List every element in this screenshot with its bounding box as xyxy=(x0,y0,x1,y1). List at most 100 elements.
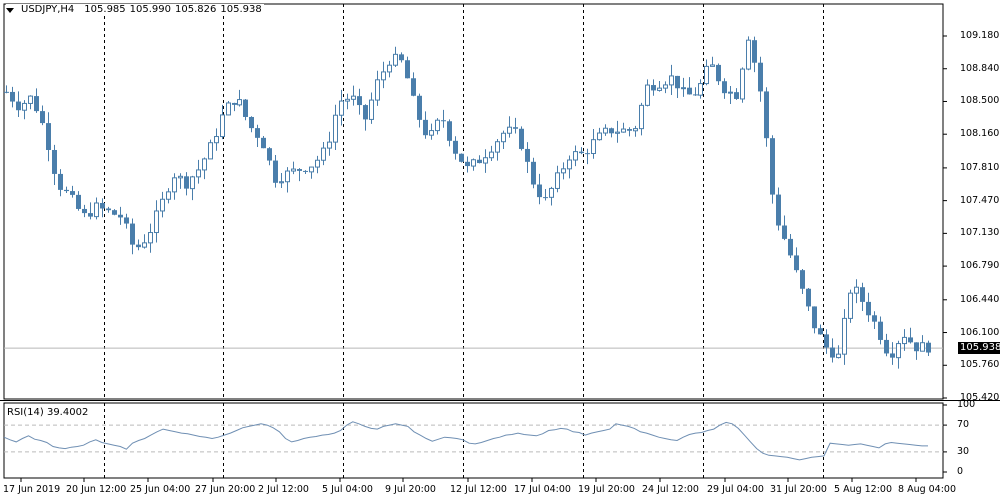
candle-bull xyxy=(920,342,925,352)
candle-bull xyxy=(28,95,33,104)
ohlc-open: 105.985 xyxy=(84,4,126,15)
candle-bull xyxy=(435,119,440,132)
price-tick-label: 108.500 xyxy=(960,95,1000,107)
price-tick-label: 106.440 xyxy=(960,293,1000,305)
candle-bear xyxy=(136,244,141,248)
candle-bull xyxy=(22,102,27,111)
candle-bear xyxy=(794,255,799,271)
candle-bear xyxy=(818,328,823,335)
candle-bull xyxy=(681,87,686,90)
candle-bull xyxy=(597,132,602,141)
candle-bear xyxy=(513,127,518,129)
candle-bear xyxy=(112,210,117,215)
candle-bull xyxy=(375,79,380,101)
candle-bear xyxy=(100,202,105,209)
candle-bull xyxy=(315,159,320,168)
candle-bull xyxy=(483,157,488,164)
candle-bull xyxy=(202,158,207,171)
candle-bear xyxy=(447,121,452,141)
candle-bear xyxy=(543,197,548,199)
candle-bear xyxy=(651,85,656,91)
candle-bull xyxy=(603,127,608,134)
candle-bear xyxy=(687,87,692,95)
candle-bull xyxy=(710,64,715,67)
candle-bear xyxy=(10,91,15,102)
candle-bull xyxy=(208,142,213,160)
price-tick-label: 105.760 xyxy=(960,359,1000,371)
collapse-triangle-icon[interactable] xyxy=(6,7,14,13)
candle-bear xyxy=(303,170,308,172)
candle-bull xyxy=(555,172,560,189)
candle-bear xyxy=(878,321,883,340)
candle-bull xyxy=(549,187,554,198)
candle-bear xyxy=(88,213,93,217)
time-tick-label: 19 Jul 20:00 xyxy=(578,484,635,495)
candle-bull xyxy=(848,292,853,319)
symbol-label: USDJPY,H4 xyxy=(21,4,75,15)
time-tick-label: 9 Jul 20:00 xyxy=(385,484,436,495)
candle-bear xyxy=(890,353,895,358)
candle-bull xyxy=(639,104,644,130)
candle-bear xyxy=(914,342,919,352)
candle-bear xyxy=(830,347,835,358)
candle-bear xyxy=(800,270,805,289)
ohlc-high: 105.990 xyxy=(129,4,172,15)
candle-bear xyxy=(693,94,698,96)
candle-bear xyxy=(758,62,763,92)
candle-bear xyxy=(423,119,428,136)
candle-bull xyxy=(489,151,494,159)
candle-bear xyxy=(405,60,410,79)
time-tick-label: 24 Jul 12:00 xyxy=(642,484,699,495)
candle-bear xyxy=(675,75,680,89)
candle-bull xyxy=(495,141,500,153)
candle-bear xyxy=(579,151,584,154)
time-tick-label: 2 Jul 12:00 xyxy=(258,484,309,495)
candle-bull xyxy=(501,132,506,143)
candle-bear xyxy=(249,116,254,129)
candle-bear xyxy=(118,214,123,218)
candle-bear xyxy=(357,96,362,106)
candle-bear xyxy=(363,105,368,120)
candle-bear xyxy=(399,54,404,61)
candle-bull xyxy=(621,128,626,133)
candle-bear xyxy=(76,194,81,209)
candle-bear xyxy=(40,111,45,124)
candle-bull xyxy=(196,169,201,178)
candle-bull xyxy=(429,130,434,136)
candle-bear xyxy=(824,334,829,348)
candle-bear xyxy=(722,81,727,94)
candle-bear xyxy=(417,95,422,120)
candle-bull xyxy=(387,64,392,73)
candle-bull xyxy=(842,317,847,355)
candle-bull xyxy=(669,75,674,86)
rsi-pane-frame xyxy=(3,402,944,479)
rsi-level-label: 0 xyxy=(957,466,964,477)
candle-bull xyxy=(591,139,596,154)
rsi-level-label: 100 xyxy=(957,399,976,410)
candle-bull xyxy=(746,39,751,70)
candle-bull xyxy=(148,232,153,244)
price-tick-label: 107.810 xyxy=(960,161,1000,173)
rsi-level-label: 70 xyxy=(957,419,970,431)
main-pane-frame xyxy=(3,3,944,400)
candle-bear xyxy=(788,238,793,256)
candle-bear xyxy=(764,91,769,139)
candle-bear xyxy=(70,191,75,195)
candle-bear xyxy=(531,161,536,185)
candle-bear xyxy=(130,223,135,245)
candle-bull xyxy=(902,336,907,345)
candle-bear xyxy=(519,128,524,149)
candle-bear xyxy=(782,225,787,239)
candle-bear xyxy=(453,140,458,154)
candle-bear xyxy=(184,176,189,189)
candle-bull xyxy=(333,114,338,143)
candle-bull xyxy=(345,98,350,102)
candle-bull xyxy=(728,91,733,94)
candle-bull xyxy=(836,353,841,359)
symbol-header: USDJPY,H4 105.985 105.990 105.826 105.93… xyxy=(6,4,264,16)
candle-bull xyxy=(381,71,386,81)
time-tick-label: 5 Jul 04:00 xyxy=(322,484,373,495)
candle-bull xyxy=(393,53,398,66)
time-tick-label: 20 Jun 12:00 xyxy=(66,484,127,495)
